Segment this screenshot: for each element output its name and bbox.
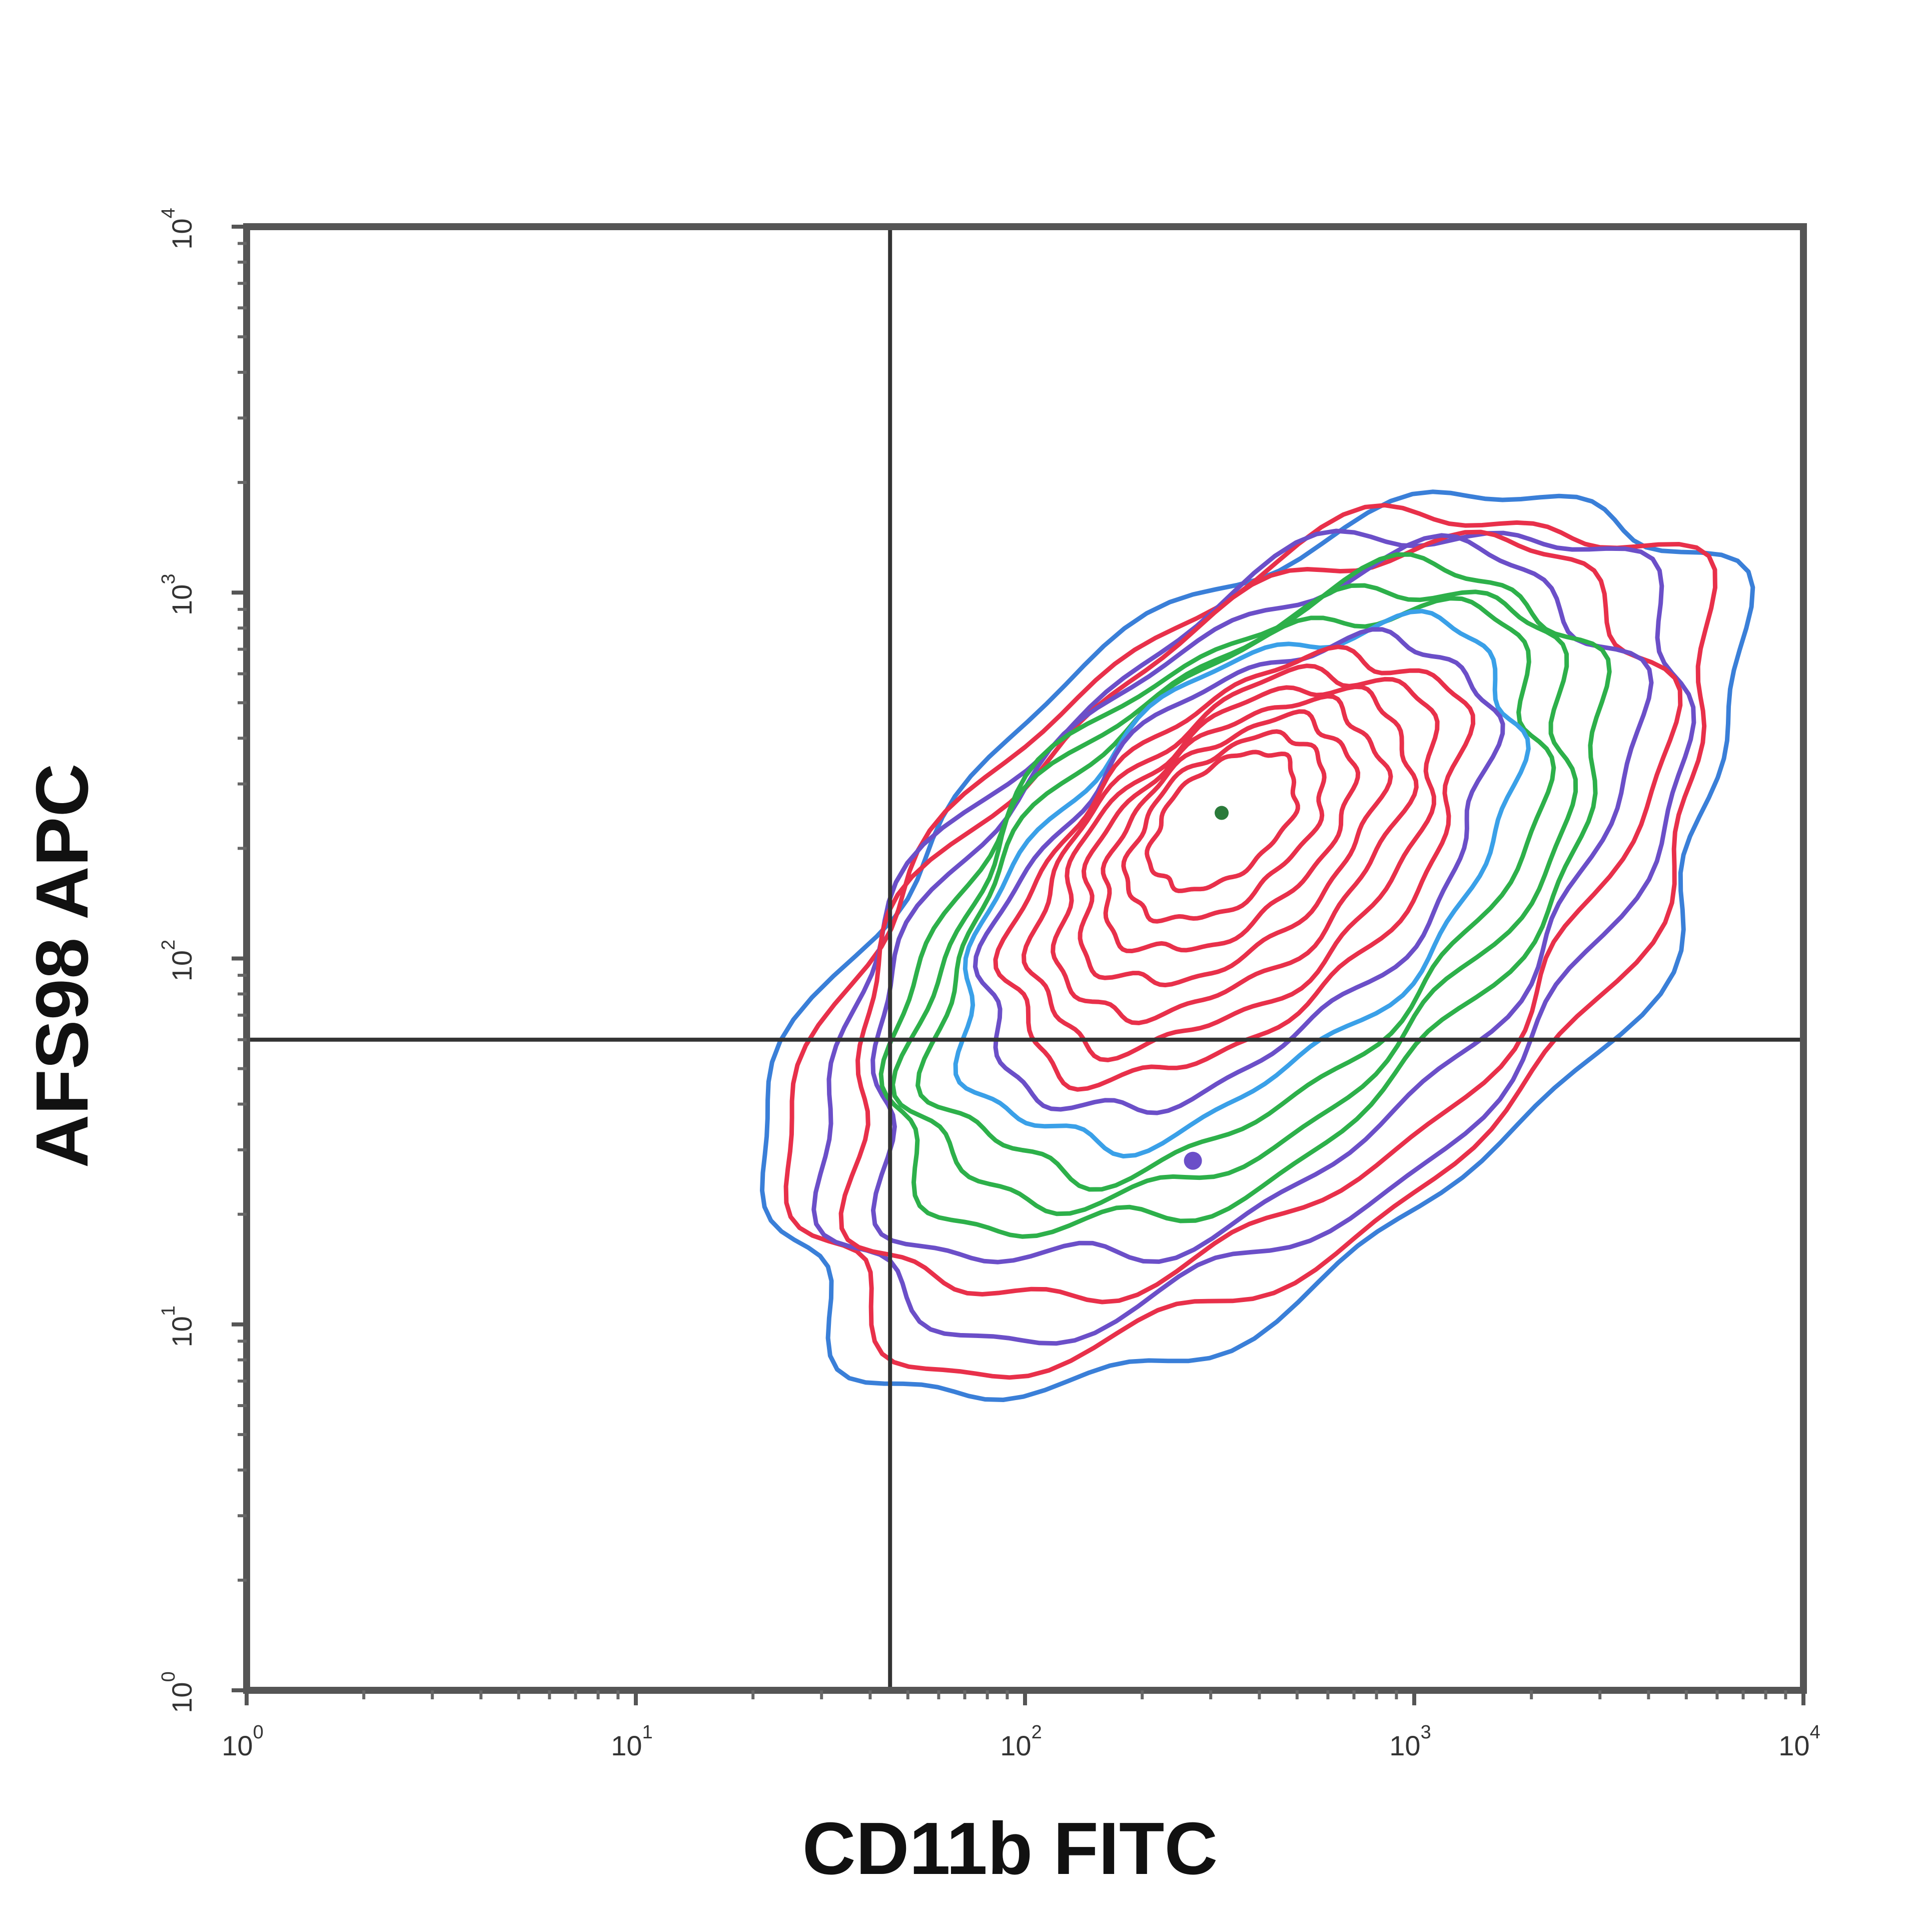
y-axis-ticks: 100 101 102 103 104 bbox=[158, 208, 247, 1713]
y-tick-label: 104 bbox=[158, 208, 198, 249]
x-tick-label: 100 bbox=[222, 1722, 263, 1761]
contour-level bbox=[1022, 664, 1440, 1062]
y-tick-label: 101 bbox=[158, 1306, 198, 1347]
contour-level bbox=[915, 596, 1556, 1192]
contour-level bbox=[1121, 729, 1327, 924]
y-axis-title: AFS98 APC bbox=[21, 764, 104, 1168]
contour-level bbox=[838, 529, 1683, 1305]
contour-level bbox=[953, 608, 1531, 1159]
contour-level bbox=[760, 489, 1755, 1402]
contour-layer bbox=[760, 489, 1755, 1402]
population-center-point bbox=[1215, 806, 1229, 820]
x-axis-title: CD11b FITC bbox=[802, 1807, 1218, 1890]
contour-level bbox=[1051, 685, 1419, 1025]
y-tick-label: 100 bbox=[158, 1671, 198, 1713]
contour-level bbox=[870, 533, 1654, 1264]
x-axis-ticks: 100 101 102 103 104 bbox=[222, 1690, 1820, 1761]
contour-level bbox=[973, 627, 1505, 1115]
quadrant-gates bbox=[247, 227, 1803, 1690]
x-tick-label: 103 bbox=[1389, 1722, 1431, 1761]
y-tick-label: 103 bbox=[158, 574, 198, 615]
x-tick-label: 104 bbox=[1778, 1722, 1820, 1761]
contour-level bbox=[1145, 750, 1300, 893]
contour-level bbox=[783, 503, 1717, 1380]
contour-level bbox=[1101, 709, 1361, 953]
y-tick-label: 102 bbox=[158, 940, 198, 981]
x-tick-label: 102 bbox=[1000, 1722, 1042, 1761]
contour-level bbox=[993, 645, 1476, 1092]
outlier-point bbox=[1184, 1151, 1202, 1170]
x-tick-label: 101 bbox=[611, 1722, 652, 1761]
contour-level bbox=[1078, 694, 1393, 988]
